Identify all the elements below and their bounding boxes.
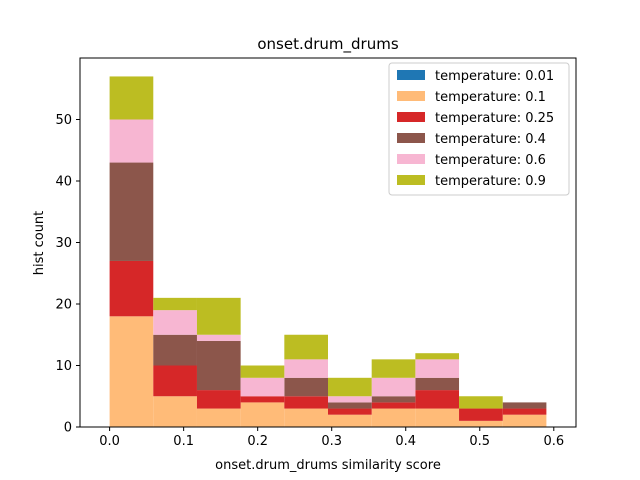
bar-series-5-bin-8: [459, 396, 503, 409]
bar-series-2-bin-6: [371, 402, 416, 409]
bar-series-4-bin-4: [284, 359, 328, 378]
bar-series-4-bin-1: [153, 310, 197, 335]
bar-series-2-bin-5: [328, 408, 372, 415]
legend-swatch: [397, 154, 425, 164]
bar-series-3-bin-0: [109, 162, 154, 261]
bar-series-1-bin-3: [240, 402, 285, 427]
bar-series-2-bin-0: [109, 260, 154, 317]
legend-label: temperature: 0.01: [435, 69, 554, 84]
bar-series-1-bin-1: [153, 396, 197, 427]
x-tick-label: 0.2: [247, 434, 268, 449]
legend-swatch: [397, 112, 425, 122]
bar-series-1-bin-6: [371, 408, 416, 427]
legend-swatch: [397, 70, 425, 80]
axes-layer: 0.0 0.1 0.2 0.3 0.4 0.5 0.6 0 10 20 30 40 50: [55, 57, 577, 449]
bar-series-3-bin-4: [284, 377, 328, 397]
x-tick-label: 0.3: [321, 434, 342, 449]
bar-series-4-bin-5: [328, 396, 372, 403]
bar-series-1-bin-2: [196, 408, 241, 427]
bar-series-1-bin-0: [109, 316, 154, 427]
y-axis-label: hist count: [32, 211, 47, 276]
y-tick-label: 10: [55, 359, 72, 374]
bar-series-2-bin-1: [153, 365, 197, 397]
bar-series-5-bin-6: [371, 359, 416, 378]
bar-series-3-bin-2: [196, 340, 241, 391]
y-tick-label: 40: [55, 175, 72, 190]
bar-series-1-bin-9: [502, 414, 547, 427]
bar-series-3-bin-7: [415, 377, 460, 391]
legend-swatch: [397, 133, 425, 143]
x-tick-label: 0.4: [395, 434, 416, 449]
bar-series-3-bin-1: [153, 334, 197, 366]
bar-series-4-bin-3: [240, 377, 285, 397]
bar-series-2-bin-9: [502, 408, 547, 415]
chart-title: onset.drum_drums: [257, 35, 398, 54]
bar-series-5-bin-4: [284, 334, 328, 360]
y-tick-label: 0: [64, 421, 72, 436]
legend: temperature: 0.01 temperature: 0.1 tempera…: [388, 62, 570, 196]
legend-label: temperature: 0.1: [435, 90, 546, 105]
legend-label: temperature: 0.9: [435, 174, 546, 189]
bar-series-1-bin-7: [415, 408, 460, 427]
bar-series-2-bin-7: [415, 390, 460, 409]
legend-swatch: [397, 175, 425, 185]
x-tick-label: 0.1: [173, 434, 194, 449]
bar-series-3-bin-6: [371, 396, 416, 403]
legend-label: temperature: 0.25: [435, 111, 554, 126]
x-tick-label: 0.5: [469, 434, 490, 449]
y-tick-label: 20: [55, 298, 72, 313]
bar-series-5-bin-0: [109, 76, 154, 120]
legend-label: temperature: 0.4: [435, 132, 546, 147]
bar-series-2-bin-8: [459, 408, 503, 421]
bar-series-4-bin-6: [371, 377, 416, 397]
bar-series-5-bin-2: [196, 297, 241, 335]
bar-series-4-bin-7: [415, 359, 460, 378]
x-tick-label: 0.6: [543, 434, 564, 449]
bar-series-3-bin-9: [502, 402, 547, 409]
bar-series-3-bin-5: [328, 402, 372, 409]
bar-series-4-bin-0: [109, 119, 154, 163]
x-tick-label: 0.0: [99, 434, 120, 449]
y-tick-label: 30: [55, 236, 72, 251]
bar-series-1-bin-8: [459, 420, 503, 427]
y-tick-label: 50: [55, 113, 72, 128]
bar-series-5-bin-3: [240, 365, 285, 378]
legend-label: temperature: 0.6: [435, 153, 546, 168]
legend-box: [388, 62, 570, 196]
bar-series-5-bin-5: [328, 377, 372, 397]
bar-series-2-bin-2: [196, 390, 241, 409]
legend-swatch: [397, 91, 425, 101]
bar-series-1-bin-5: [328, 414, 372, 427]
bar-series-5-bin-1: [153, 297, 197, 311]
bars-layer: [109, 76, 547, 427]
bar-series-2-bin-3: [240, 396, 285, 403]
x-axis-label: onset.drum_drums similarity score: [215, 458, 441, 473]
bar-series-2-bin-4: [284, 396, 328, 409]
bar-series-4-bin-2: [196, 334, 241, 341]
bar-series-5-bin-7: [415, 353, 460, 360]
bar-series-1-bin-4: [284, 408, 328, 427]
